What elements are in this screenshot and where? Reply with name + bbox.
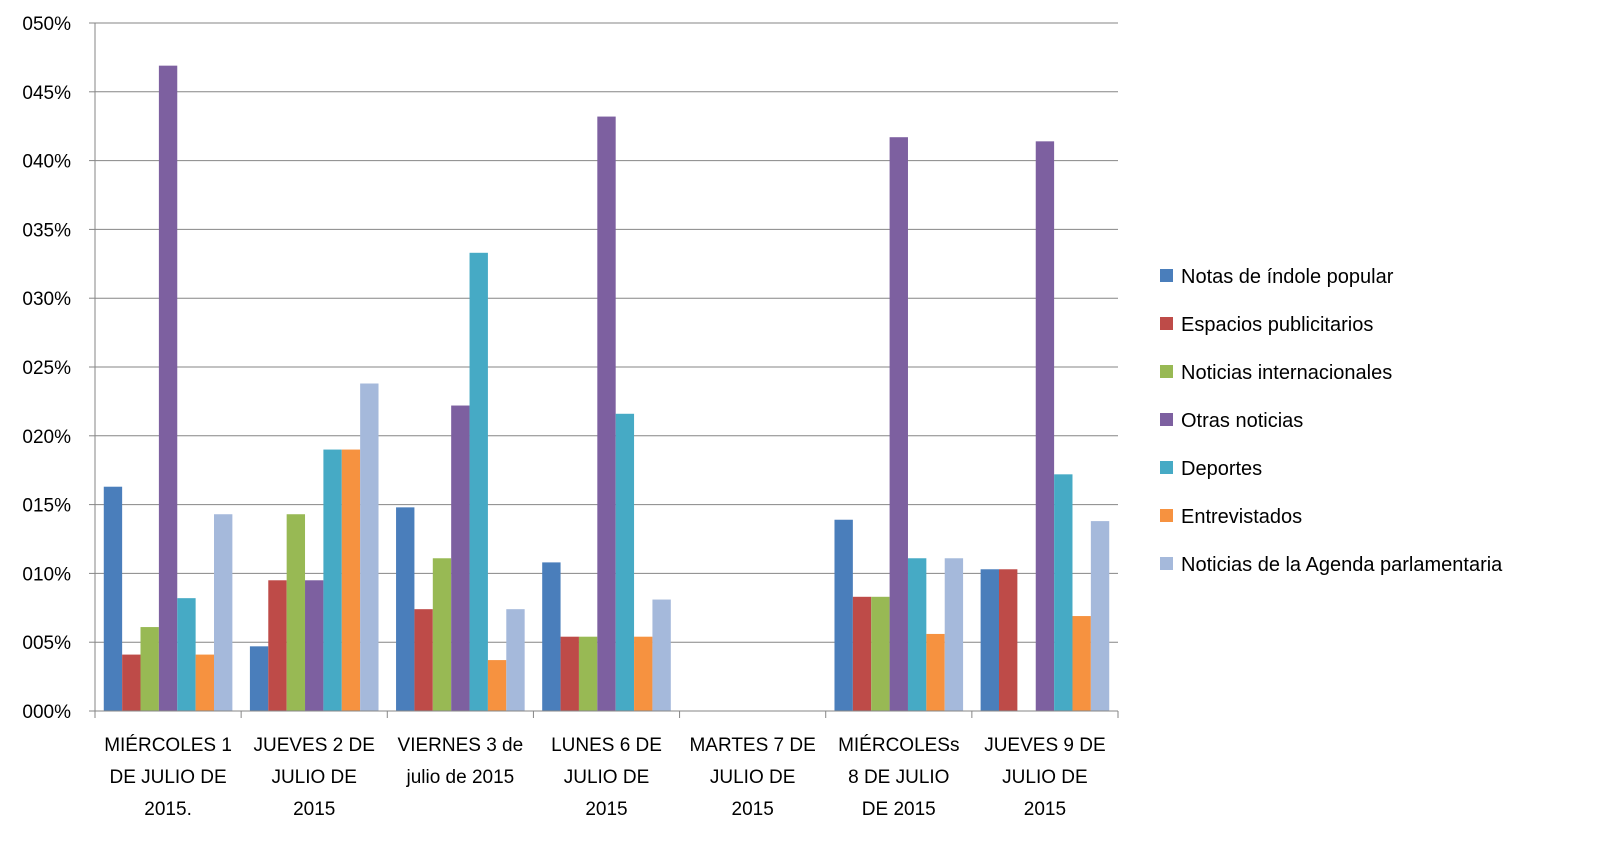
bar [944, 558, 964, 711]
legend-label: Entrevistados [1181, 506, 1302, 528]
bar [652, 599, 671, 711]
x-category-label: JULIO DE [710, 767, 796, 788]
bar [103, 486, 123, 711]
bar [615, 413, 635, 711]
bar [341, 449, 361, 711]
bar [469, 252, 488, 712]
bar [249, 646, 269, 711]
x-category-label: MARTES 7 DE [689, 735, 815, 756]
y-tick-label: 010% [22, 564, 71, 585]
bar [214, 514, 233, 711]
y-tick-label: 045% [22, 83, 71, 104]
x-category-label: MIÉRCOLES 1 [104, 735, 232, 756]
bar [268, 580, 287, 711]
x-category-label: JUEVES 9 DE [984, 735, 1105, 756]
legend-swatch [1160, 413, 1173, 426]
bars [103, 65, 1110, 712]
bar [451, 405, 470, 711]
y-tick-label: 000% [22, 702, 71, 723]
bar [542, 562, 561, 711]
x-category-label: LUNES 6 DE [551, 735, 662, 756]
bar [158, 65, 178, 711]
x-category-label: JULIO DE [564, 767, 650, 788]
bar [286, 514, 306, 711]
x-category-label: 2015. [144, 799, 192, 820]
legend-label: Noticias de la Agenda parlamentaria [1181, 554, 1503, 576]
bar [926, 633, 945, 711]
bar [506, 609, 525, 711]
legend-label: Espacios publicitarios [1181, 314, 1373, 336]
x-category-label: DE 2015 [862, 799, 936, 820]
x-category-label: 2015 [293, 799, 335, 820]
legend-swatch [1160, 461, 1173, 474]
bar [487, 660, 507, 711]
legend-swatch [1160, 317, 1173, 330]
x-axis-category-labels: MIÉRCOLES 1 DE JULIO DE 2015. JUEVES 2 DE JU… [104, 735, 1105, 820]
x-category-label: JULIO DE [271, 767, 357, 788]
bar [140, 627, 159, 711]
x-category-label: 2015 [732, 799, 774, 820]
bar [414, 609, 433, 711]
bar [1072, 616, 1091, 711]
bar [1054, 474, 1073, 711]
x-category-label: 2015 [1024, 799, 1066, 820]
y-tick-label: 025% [22, 358, 71, 379]
x-category-label: DE JULIO DE [109, 767, 226, 788]
legend-label: Notas de índole popular [1181, 266, 1394, 288]
y-axis-tick-labels: 000% 005% 010% 015% 020% 025% 030% 035% 040% 045%… [22, 14, 71, 723]
bar [634, 636, 653, 711]
bar [396, 507, 415, 711]
axes [89, 22, 1119, 718]
x-category-label: JULIO DE [1002, 767, 1088, 788]
bar [980, 569, 999, 711]
bar [871, 596, 890, 711]
bar [1090, 521, 1110, 711]
x-category-label: VIERNES 3 de [398, 735, 524, 756]
bar [1035, 141, 1055, 711]
bar [998, 569, 1018, 711]
x-category-label: JUEVES 2 DE [253, 735, 374, 756]
legend-swatch [1160, 365, 1173, 378]
bar [432, 558, 452, 711]
bar [560, 636, 579, 711]
x-category-label: julio de 2015 [405, 767, 514, 788]
y-tick-label: 050% [22, 14, 71, 35]
bar [305, 580, 324, 711]
bar [852, 596, 872, 711]
bar [889, 137, 908, 711]
bar [907, 558, 927, 711]
x-category-label: 2015 [585, 799, 627, 820]
x-category-label: 8 DE JULIO [848, 767, 949, 788]
legend: Notas de índole popular Espacios publicit… [1160, 266, 1503, 576]
y-tick-label: 040% [22, 152, 71, 173]
bar [177, 598, 196, 711]
y-tick-label: 020% [22, 427, 71, 448]
legend-swatch [1160, 509, 1173, 522]
y-tick-label: 030% [22, 289, 71, 310]
bar [834, 519, 853, 711]
y-tick-label: 015% [22, 496, 71, 517]
legend-label: Otras noticias [1181, 410, 1303, 432]
bar [360, 383, 379, 711]
bar [578, 636, 598, 711]
bar [122, 654, 141, 711]
legend-swatch [1160, 557, 1173, 570]
legend-label: Noticias internacionales [1181, 362, 1392, 384]
y-tick-label: 005% [22, 633, 71, 654]
legend-swatch [1160, 269, 1173, 282]
bar [323, 449, 342, 711]
bar [195, 654, 215, 711]
legend-label: Deportes [1181, 458, 1262, 480]
x-category-label: MIÉRCOLESs [838, 735, 959, 756]
y-tick-label: 035% [22, 220, 71, 241]
bar [597, 116, 616, 712]
